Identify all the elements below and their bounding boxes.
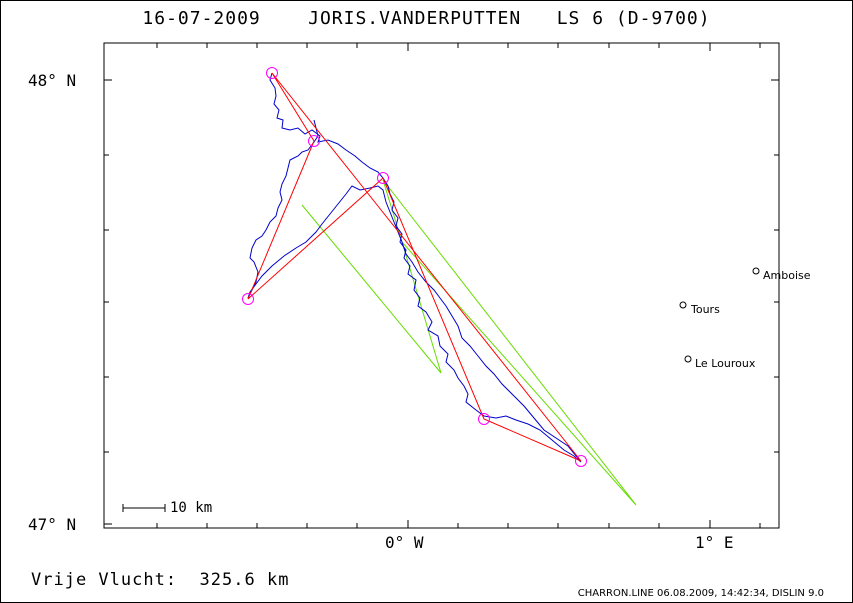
turnpoint-6 [575,455,587,467]
bottom-axis-ticks [156,520,761,528]
flight-date: 16-07-2009 [142,8,261,29]
turnpoint-4 [377,172,389,184]
city-marker-tours [679,301,687,309]
lon-label-0w: 0° W [385,533,424,552]
right-axis-ticks [771,79,779,453]
city-marker-le-louroux [684,355,692,363]
scale-bar [122,504,166,512]
top-axis-ticks [156,43,761,51]
task-route [247,72,582,462]
glider-name: LS 6 (D-9700) [556,8,711,29]
city-label-le-louroux: Le Louroux [695,357,756,370]
city-label-tours: Tours [691,303,720,316]
lat-label-47n: 47° N [28,515,77,534]
scale-label: 10 km [170,500,213,516]
lat-label-48n: 48° N [28,71,77,90]
green-line-east [382,179,637,506]
pilot-name: JORIS.VANDERPUTTEN [308,8,522,29]
left-axis-ticks [104,79,112,525]
free-flight-distance: Vrije Vlucht: 325.6 km [31,570,289,590]
turnpoints [242,67,587,467]
turnpoint-1 [266,67,278,79]
distance-label: Vrije Vlucht: [31,570,178,590]
city-label-amboise: Amboise [763,269,811,282]
turnpoint-2 [308,135,320,147]
green-line-west [301,179,442,374]
turnpoint-5 [478,413,490,425]
page-title: 16-07-2009 JORIS.VANDERPUTTEN LS 6 (D-97… [0,8,853,29]
city-marker-amboise [752,267,760,275]
footer-credits: CHARRON.LINE 06.08.2009, 14:42:34, DISLI… [577,588,824,599]
map-border [103,42,780,529]
flight-track [247,72,582,463]
distance-value: 325.6 km [199,570,290,590]
lon-label-1e: 1° E [695,533,734,552]
turnpoint-3 [242,293,254,305]
